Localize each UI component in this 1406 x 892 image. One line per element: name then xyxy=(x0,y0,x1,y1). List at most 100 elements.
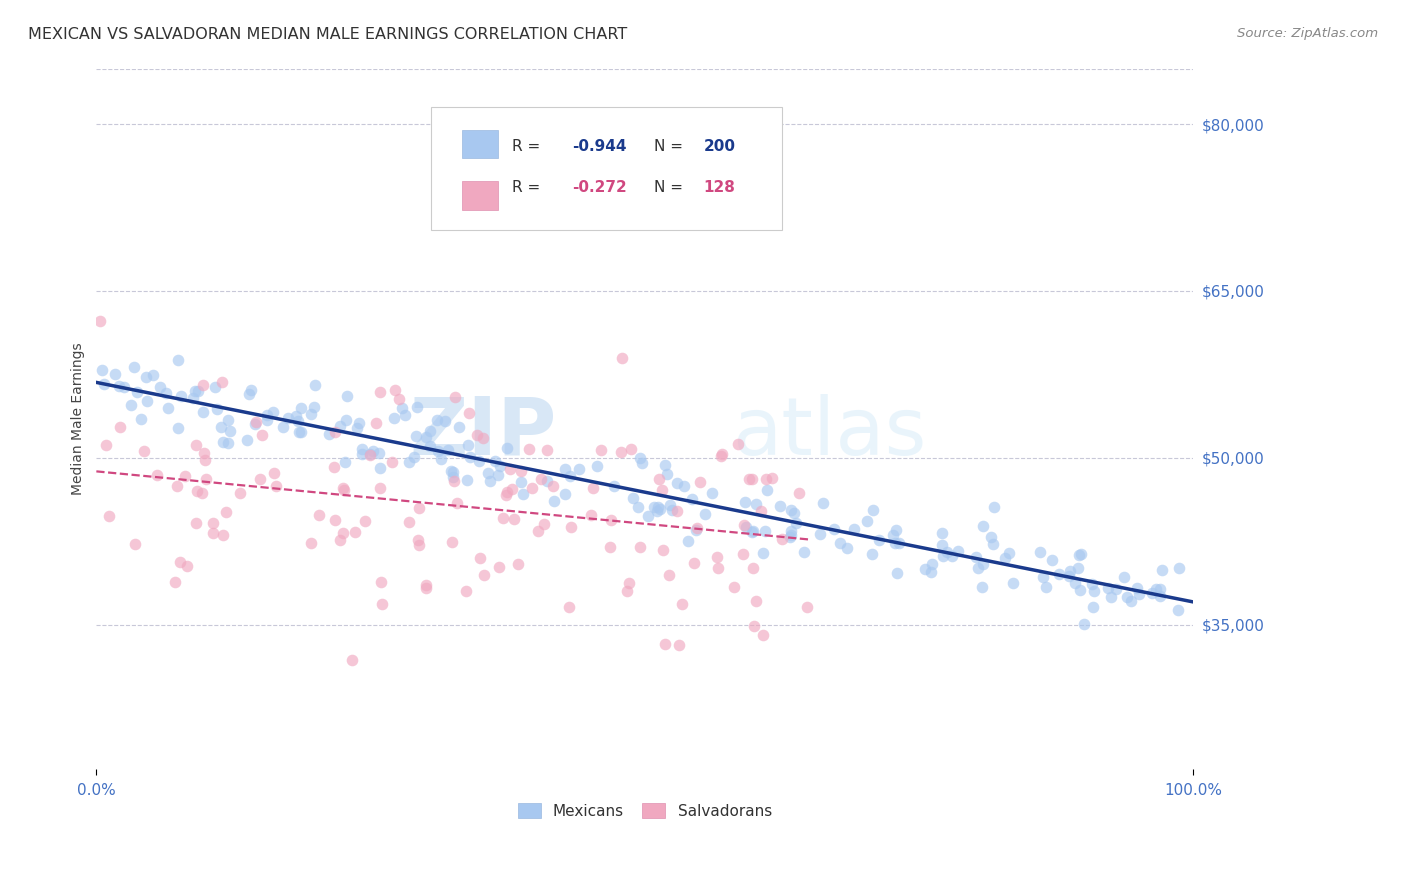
Point xyxy=(415,582,437,596)
Point xyxy=(434,414,457,428)
Point xyxy=(142,368,165,382)
Point xyxy=(496,441,519,455)
Point xyxy=(167,352,190,367)
Point xyxy=(741,472,763,486)
Point xyxy=(600,512,623,526)
Point xyxy=(129,411,152,425)
Point xyxy=(458,406,481,420)
Point xyxy=(742,619,765,633)
Point xyxy=(205,401,228,416)
Point xyxy=(1167,561,1189,575)
Point xyxy=(1115,590,1137,604)
Point xyxy=(388,392,411,406)
Point xyxy=(419,439,441,453)
Point xyxy=(1067,561,1090,575)
Text: R =: R = xyxy=(512,180,544,195)
Point xyxy=(811,496,834,510)
Point xyxy=(503,512,526,526)
Point xyxy=(603,478,626,492)
Point xyxy=(250,428,273,442)
Point xyxy=(616,584,638,599)
Point xyxy=(93,376,115,391)
Point xyxy=(329,418,352,433)
Point xyxy=(1149,589,1171,603)
Point xyxy=(468,551,491,566)
Point xyxy=(304,400,326,414)
Point xyxy=(650,501,672,516)
Point xyxy=(1149,582,1171,596)
Point xyxy=(554,462,576,476)
Text: R =: R = xyxy=(512,139,544,153)
Point xyxy=(194,453,217,467)
Point xyxy=(176,559,198,574)
Point xyxy=(440,464,463,478)
Point xyxy=(554,487,576,501)
Point xyxy=(654,637,676,651)
Point xyxy=(707,561,730,575)
Point xyxy=(477,466,499,480)
Point xyxy=(1105,582,1128,596)
Point xyxy=(103,367,125,381)
Point xyxy=(844,522,866,536)
Point xyxy=(329,533,352,548)
Point xyxy=(689,475,711,489)
Point xyxy=(347,417,370,431)
Point xyxy=(110,420,132,434)
Point xyxy=(146,468,169,483)
Point xyxy=(408,538,430,552)
Point xyxy=(568,462,591,476)
Point xyxy=(427,444,450,458)
Point xyxy=(460,450,482,464)
Point xyxy=(290,401,312,416)
Point xyxy=(333,455,356,469)
Point xyxy=(1097,581,1119,595)
Point xyxy=(457,438,479,452)
Point xyxy=(156,401,179,415)
Point xyxy=(783,506,806,520)
Point xyxy=(394,408,416,422)
Point xyxy=(931,525,953,540)
Point xyxy=(681,491,703,506)
Point xyxy=(734,495,756,509)
Point xyxy=(193,405,215,419)
Point xyxy=(408,500,430,515)
Text: N =: N = xyxy=(654,180,688,195)
Point xyxy=(1140,585,1163,599)
Point xyxy=(186,483,208,498)
Point xyxy=(921,558,943,572)
Point xyxy=(785,516,807,530)
Point xyxy=(382,410,405,425)
Point xyxy=(621,491,644,505)
Point xyxy=(796,600,818,615)
Point xyxy=(440,535,463,549)
Point xyxy=(430,452,453,467)
Point xyxy=(751,628,773,642)
Point xyxy=(994,551,1017,566)
Legend: Mexicans, Salvadorans: Mexicans, Salvadorans xyxy=(512,797,778,825)
Point xyxy=(465,427,488,442)
Point xyxy=(284,409,307,424)
Point xyxy=(935,544,957,558)
Point xyxy=(449,420,471,434)
Point xyxy=(1040,553,1063,567)
Point xyxy=(1073,617,1095,632)
Point xyxy=(808,526,831,541)
Point xyxy=(165,575,187,590)
Text: 128: 128 xyxy=(703,180,735,195)
Point xyxy=(980,530,1002,544)
Point xyxy=(1144,582,1167,596)
Point xyxy=(780,503,803,517)
Point xyxy=(184,516,207,531)
Point xyxy=(972,519,994,533)
Point xyxy=(582,481,605,495)
Point xyxy=(299,536,322,550)
Point xyxy=(229,486,252,500)
Point xyxy=(742,524,765,538)
Point xyxy=(245,417,267,431)
Point xyxy=(366,416,388,430)
Point xyxy=(350,442,373,457)
Point xyxy=(426,413,449,427)
Point xyxy=(406,533,429,547)
Point xyxy=(209,419,232,434)
Point xyxy=(710,449,733,463)
